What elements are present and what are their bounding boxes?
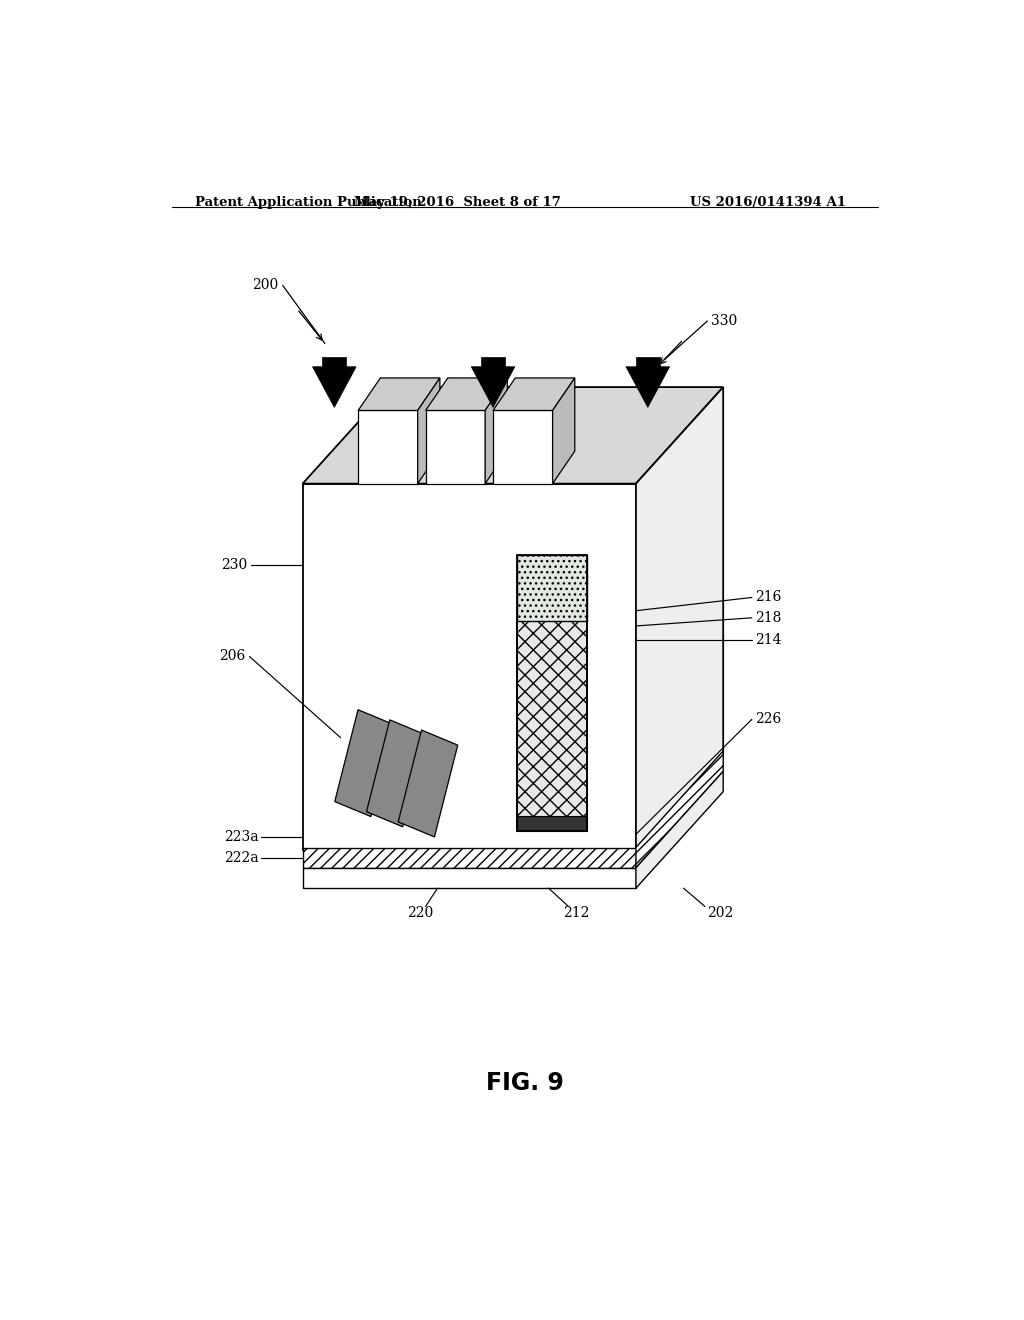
Polygon shape — [312, 367, 356, 408]
Polygon shape — [303, 847, 636, 867]
Text: 222a: 222a — [224, 850, 259, 865]
Polygon shape — [335, 710, 394, 817]
Text: 200: 200 — [253, 279, 279, 293]
Polygon shape — [426, 378, 507, 411]
Text: May 19, 2016  Sheet 8 of 17: May 19, 2016 Sheet 8 of 17 — [354, 195, 561, 209]
Text: 218: 218 — [755, 611, 781, 624]
Polygon shape — [636, 387, 723, 850]
Polygon shape — [494, 378, 574, 411]
Polygon shape — [517, 816, 587, 832]
Text: 212: 212 — [563, 906, 589, 920]
Text: US 2016/0141394 A1: US 2016/0141394 A1 — [690, 195, 846, 209]
Polygon shape — [358, 411, 418, 483]
Text: 226: 226 — [755, 713, 781, 726]
Polygon shape — [398, 730, 458, 837]
Polygon shape — [418, 378, 440, 483]
Polygon shape — [367, 719, 426, 826]
Polygon shape — [636, 751, 723, 867]
Polygon shape — [636, 771, 723, 888]
Polygon shape — [485, 378, 507, 483]
Text: 220: 220 — [408, 906, 433, 920]
Polygon shape — [636, 356, 659, 367]
Text: FIG. 9: FIG. 9 — [485, 1072, 564, 1096]
Text: 216: 216 — [755, 590, 781, 605]
Polygon shape — [626, 367, 670, 408]
Text: 202: 202 — [708, 906, 733, 920]
Text: 214: 214 — [755, 634, 781, 647]
Polygon shape — [553, 378, 574, 483]
Polygon shape — [471, 367, 515, 408]
Text: Patent Application Publication: Patent Application Publication — [196, 195, 422, 209]
Polygon shape — [303, 867, 636, 888]
Text: 230: 230 — [221, 558, 247, 572]
Polygon shape — [494, 411, 553, 483]
Polygon shape — [323, 356, 346, 367]
Text: 223a: 223a — [224, 830, 259, 845]
Polygon shape — [517, 554, 587, 620]
Polygon shape — [358, 378, 440, 411]
Polygon shape — [481, 356, 505, 367]
Text: 206: 206 — [219, 649, 246, 664]
Polygon shape — [303, 483, 636, 850]
Polygon shape — [517, 620, 587, 832]
Text: 330: 330 — [712, 314, 737, 329]
Polygon shape — [426, 411, 485, 483]
Polygon shape — [303, 387, 723, 483]
